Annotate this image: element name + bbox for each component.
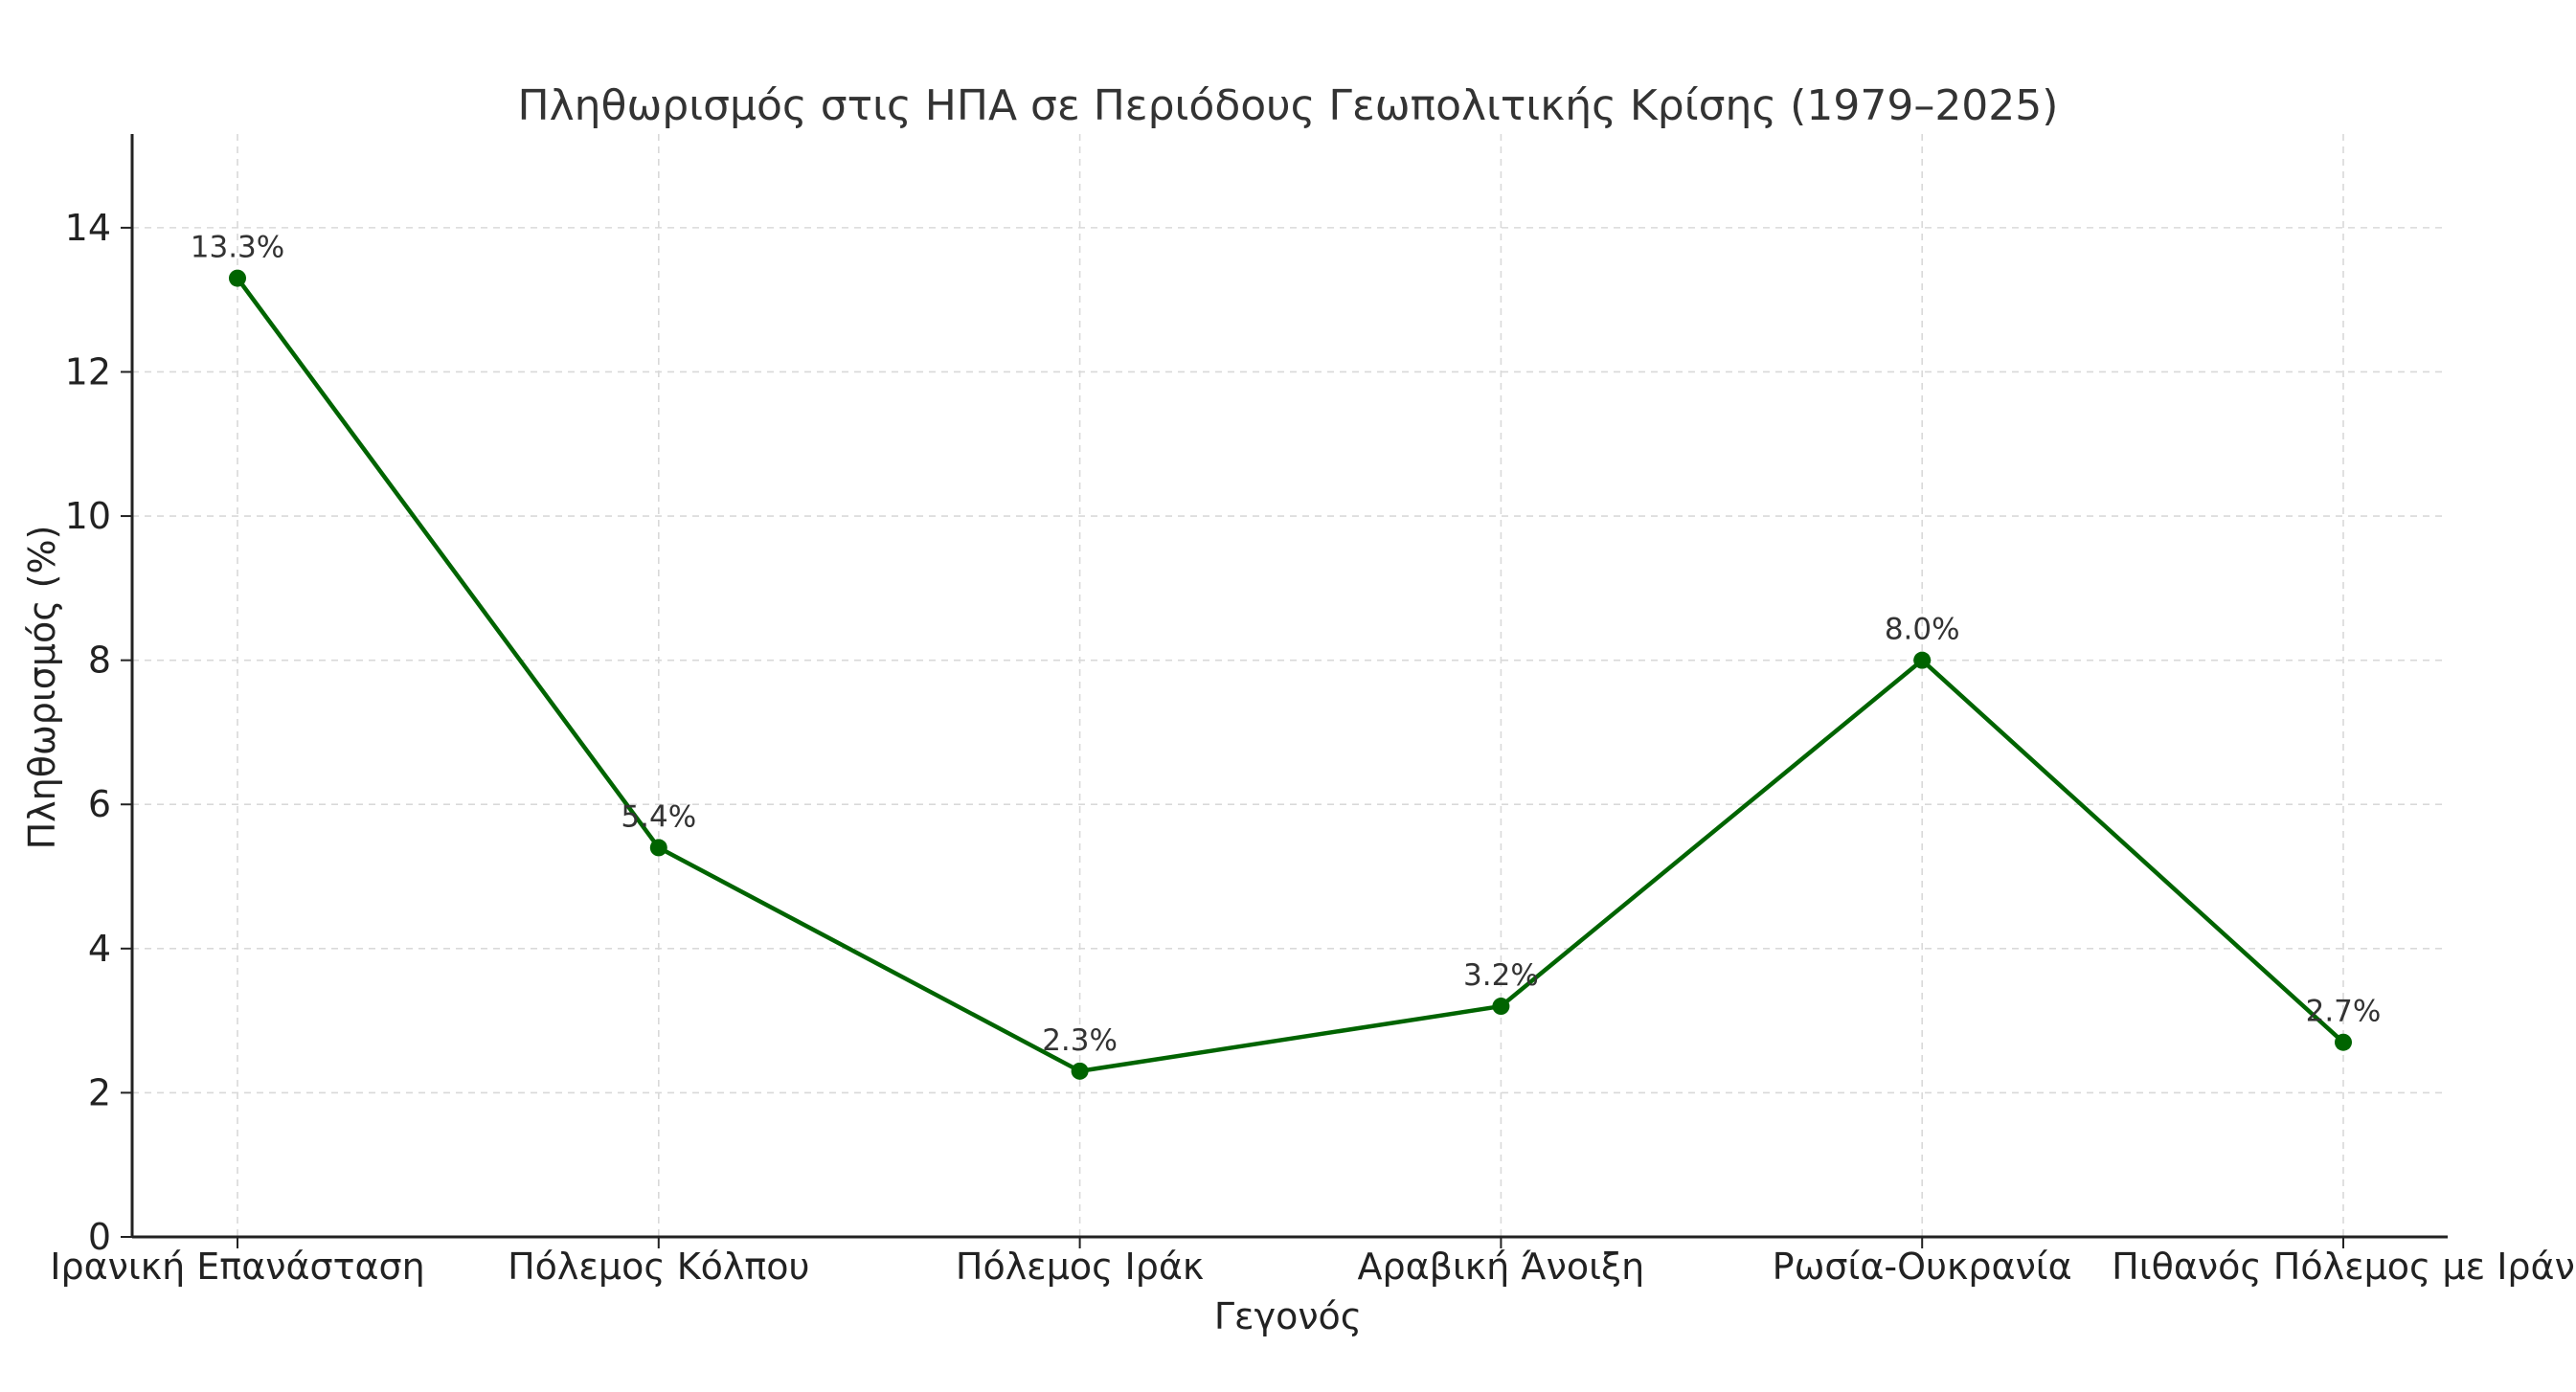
- data-label: 2.7%: [2306, 995, 2382, 1029]
- data-point: [1492, 998, 1510, 1016]
- data-label: 13.3%: [191, 231, 284, 265]
- data-point: [1071, 1062, 1089, 1080]
- x-tick-label: Πόλεμος Κόλπου: [508, 1246, 809, 1288]
- x-tick-label: Ιρανική Επανάσταση: [50, 1246, 424, 1288]
- data-label: 2.3%: [1042, 1023, 1118, 1058]
- data-point: [229, 269, 246, 287]
- y-tick-label: 6: [88, 783, 111, 825]
- y-ticks: 0 2 4 6 8 10 12 14: [65, 207, 132, 1258]
- data-label: 5.4%: [621, 799, 696, 834]
- data-point: [649, 839, 667, 857]
- data-point: [1913, 651, 1932, 669]
- y-tick-label: 0: [88, 1216, 111, 1258]
- y-tick-label: 8: [88, 640, 111, 682]
- y-tick-label: 2: [88, 1071, 111, 1113]
- series-line: [236, 277, 2345, 1074]
- chart-title: Πληθωρισμός στις ΗΠΑ σε Περιόδους Γεωπολ…: [518, 81, 2059, 130]
- x-axis-title: Γεγονός: [1214, 1295, 1362, 1337]
- data-label: 3.2%: [1463, 958, 1539, 993]
- x-tick-label: Πόλεμος Ιράκ: [956, 1246, 1204, 1288]
- y-tick-label: 10: [65, 495, 111, 537]
- series: [229, 269, 2352, 1080]
- y-axis-title: Πληθωρισμός (%): [21, 526, 63, 850]
- data-point: [2335, 1033, 2352, 1051]
- y-tick-label: 4: [88, 928, 111, 970]
- axes: [130, 134, 2448, 1239]
- data-label: 8.0%: [1885, 613, 1960, 647]
- grid: [132, 134, 2448, 1237]
- x-tick-label: Πιθανός Πόλεμος με Ιράν: [2112, 1246, 2575, 1288]
- data-labels: 13.3% 5.4% 2.3% 3.2% 8.0% 2.7%: [191, 231, 2382, 1058]
- y-tick-label: 14: [65, 207, 111, 249]
- x-ticks: Ιρανική Επανάσταση Πόλεμος Κόλπου Πόλεμος …: [50, 1237, 2575, 1288]
- x-tick-label: Ρωσία-Ουκρανία: [1773, 1246, 2072, 1288]
- y-tick-label: 12: [65, 350, 111, 393]
- x-tick-label: Αραβική Άνοιξη: [1358, 1246, 1645, 1288]
